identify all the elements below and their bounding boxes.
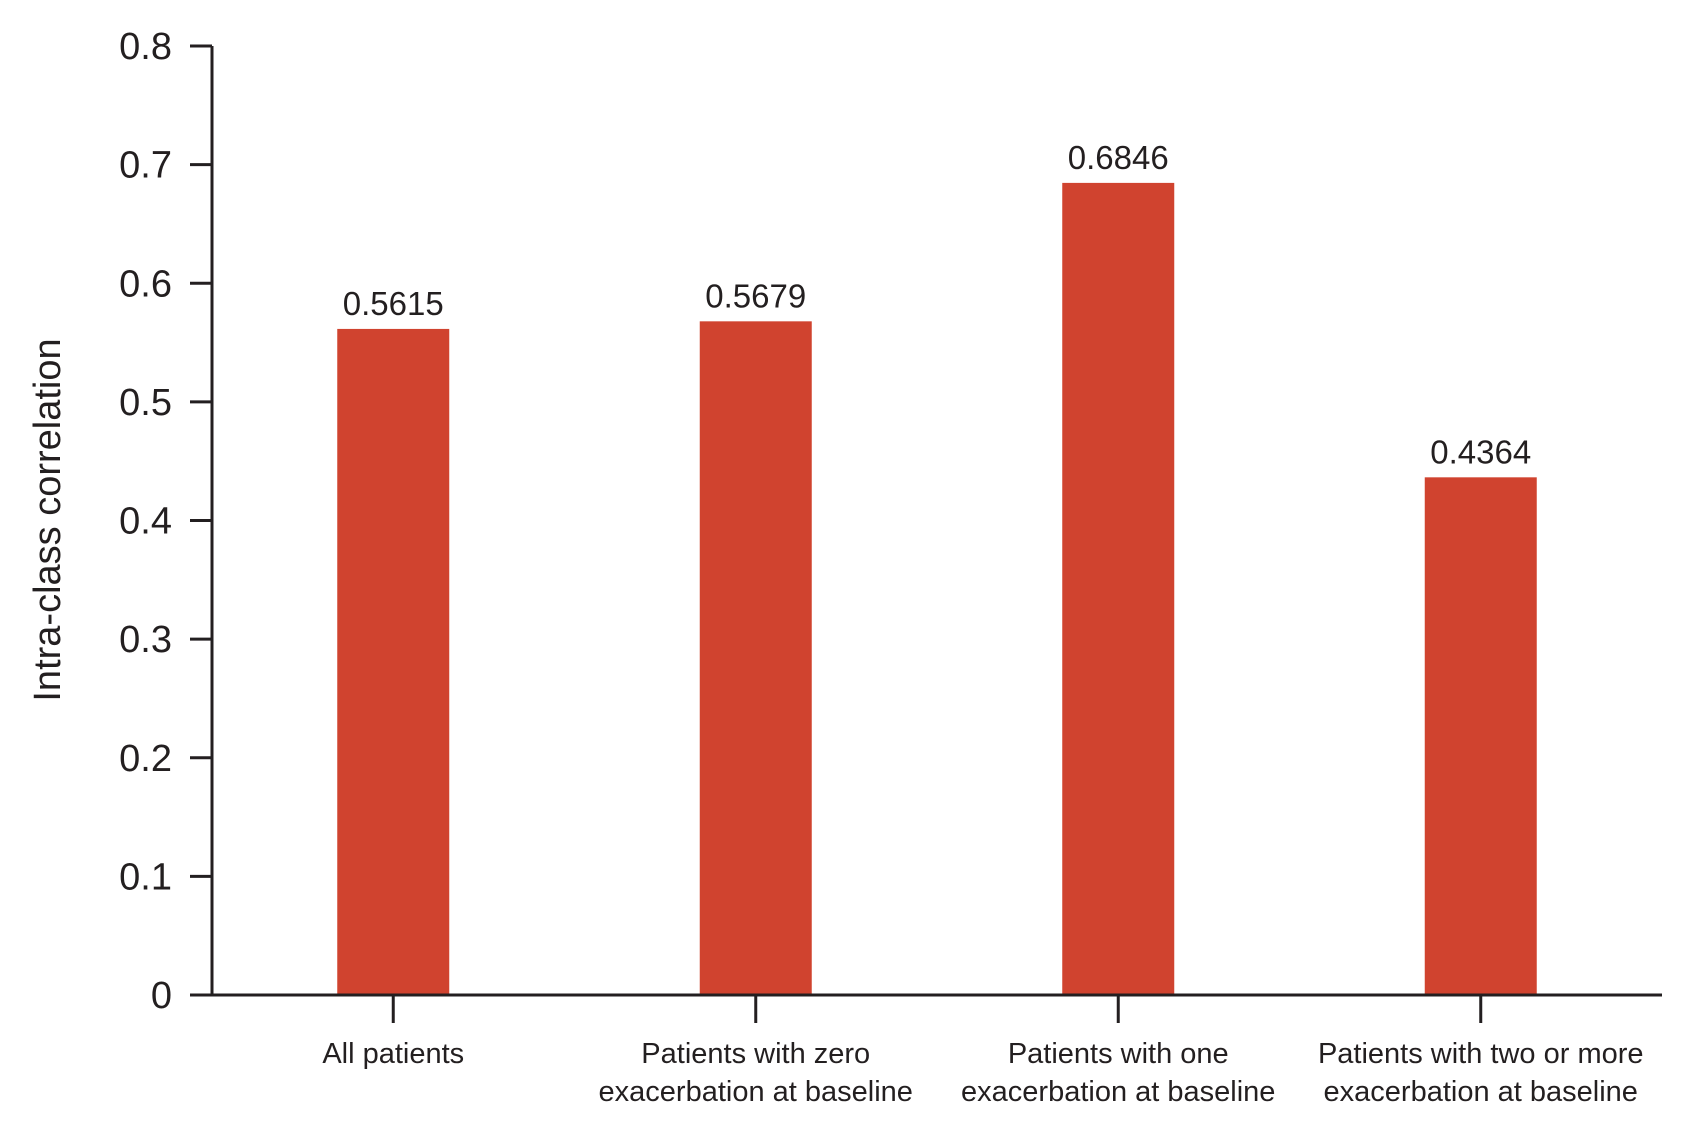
- y-tick-label: 0.4: [119, 501, 172, 543]
- bar: [1424, 477, 1537, 995]
- y-tick-label: 0: [151, 975, 172, 1017]
- bar: [337, 328, 450, 995]
- y-tick-label: 0.7: [119, 145, 172, 187]
- y-tick-label: 0.3: [119, 619, 172, 661]
- x-tick-label: exacerbation at baseline: [961, 1076, 1275, 1108]
- y-tick-label: 0.2: [119, 738, 172, 780]
- y-tick-label: 0.6: [119, 263, 172, 305]
- y-axis-title: Intra-class correlation: [27, 338, 69, 701]
- x-tick-label: exacerbation at baseline: [1324, 1076, 1638, 1108]
- bar-value-label: 0.5679: [705, 277, 806, 314]
- bar-value-label: 0.6846: [1068, 139, 1169, 176]
- bar: [1062, 182, 1175, 995]
- y-tick-label: 0.1: [119, 856, 172, 898]
- bar: [699, 321, 812, 995]
- x-tick-label: All patients: [322, 1038, 464, 1070]
- y-tick-label: 0.5: [119, 382, 172, 424]
- y-axis: 0 0.1 0.2 0.3 0.4 0.5 0.6 0.7 0.8: [119, 26, 214, 1017]
- x-axis: All patients Patients with zero exacerbati…: [212, 993, 1662, 1108]
- x-tick-label: exacerbation at baseline: [599, 1076, 913, 1108]
- x-tick-label: Patients with zero: [641, 1038, 870, 1070]
- x-tick-label: Patients with two or more: [1318, 1038, 1644, 1070]
- bars-group: 0.5615 0.5679 0.6846 0.4364: [337, 139, 1537, 995]
- bar-value-label: 0.5615: [343, 285, 444, 322]
- bar-value-label: 0.4364: [1430, 433, 1531, 470]
- x-tick-label: Patients with one: [1008, 1038, 1229, 1070]
- y-tick-label: 0.8: [119, 26, 172, 68]
